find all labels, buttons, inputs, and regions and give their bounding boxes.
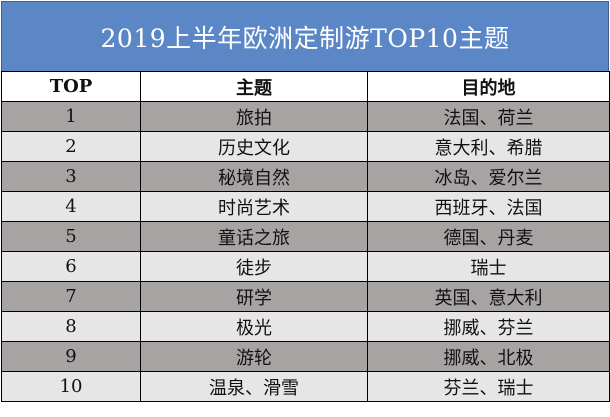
rank-cell: 2	[1, 131, 141, 162]
destination-cell: 冰岛、爱尔兰	[367, 161, 610, 192]
table-row: 3 秘境自然 冰岛、爱尔兰	[1, 161, 610, 192]
rank-cell: 10	[1, 371, 141, 402]
theme-cell: 童话之旅	[140, 221, 368, 252]
destination-cell: 德国、丹麦	[367, 221, 610, 252]
rank-cell: 7	[1, 281, 141, 312]
theme-cell: 徒步	[140, 251, 368, 282]
table-row: 2 历史文化 意大利、希腊	[1, 131, 610, 162]
table-title: 2019上半年欧洲定制游TOP10主题	[1, 1, 609, 71]
table-row: 10 温泉、滑雪 芬兰、瑞士	[1, 371, 610, 402]
table-row: 7 研学 英国、意大利	[1, 281, 610, 312]
rank-cell: 3	[1, 161, 141, 192]
ranking-table: TOP 主题 目的地 1 旅拍 法国、荷兰 2 历史文化 意大利、希腊 3 秘境…	[1, 71, 610, 402]
header-rank: TOP	[1, 71, 141, 102]
table-row: 5 童话之旅 德国、丹麦	[1, 221, 610, 252]
theme-cell: 时尚艺术	[140, 191, 368, 222]
theme-cell: 极光	[140, 311, 368, 342]
theme-cell: 旅拍	[140, 101, 368, 132]
destination-cell: 挪威、北极	[367, 341, 610, 372]
destination-cell: 法国、荷兰	[367, 101, 610, 132]
rank-cell: 9	[1, 341, 141, 372]
table-row: 6 徒步 瑞士	[1, 251, 610, 282]
destination-cell: 西班牙、法国	[367, 191, 610, 222]
theme-cell: 研学	[140, 281, 368, 312]
table-row: 1 旅拍 法国、荷兰	[1, 101, 610, 132]
destination-cell: 挪威、芬兰	[367, 311, 610, 342]
rank-cell: 8	[1, 311, 141, 342]
header-theme: 主题	[140, 71, 368, 102]
theme-cell: 温泉、滑雪	[140, 371, 368, 402]
rank-cell: 6	[1, 251, 141, 282]
rank-cell: 5	[1, 221, 141, 252]
header-row: TOP 主题 目的地	[1, 71, 610, 102]
table-row: 9 游轮 挪威、北极	[1, 341, 610, 372]
theme-cell: 游轮	[140, 341, 368, 372]
destination-cell: 瑞士	[367, 251, 610, 282]
destination-cell: 芬兰、瑞士	[367, 371, 610, 402]
table-row: 8 极光 挪威、芬兰	[1, 311, 610, 342]
theme-cell: 秘境自然	[140, 161, 368, 192]
table-row: 4 时尚艺术 西班牙、法国	[1, 191, 610, 222]
rank-cell: 4	[1, 191, 141, 222]
theme-cell: 历史文化	[140, 131, 368, 162]
destination-cell: 意大利、希腊	[367, 131, 610, 162]
rank-cell: 1	[1, 101, 141, 132]
destination-cell: 英国、意大利	[367, 281, 610, 312]
header-destination: 目的地	[367, 71, 610, 102]
